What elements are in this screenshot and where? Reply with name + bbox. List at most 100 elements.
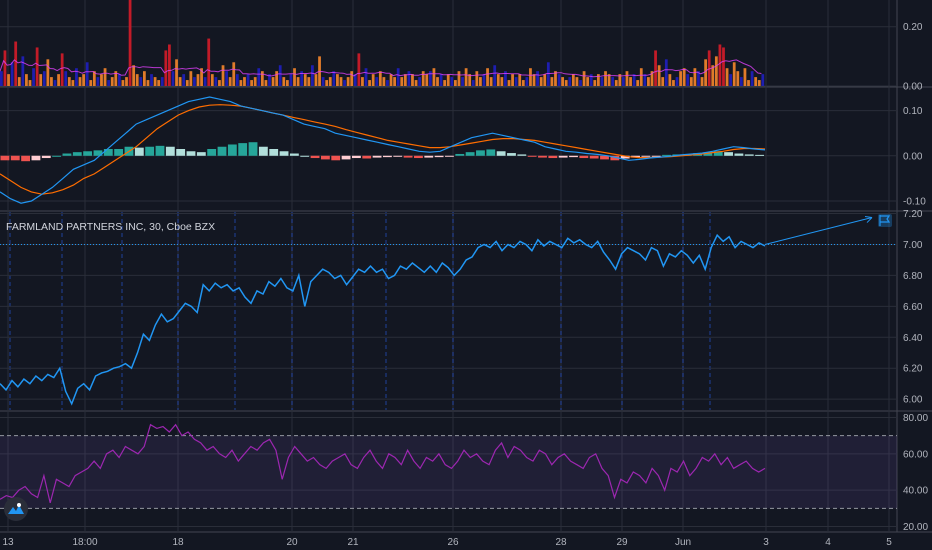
macd-y-tick-label: -0.10 <box>903 196 926 207</box>
volume-y-tick-label: 0.20 <box>903 22 923 33</box>
volume-bar <box>525 77 529 86</box>
volume-bar <box>607 74 611 86</box>
macd-histogram-bar <box>165 146 175 156</box>
projection-arrow[interactable] <box>764 217 873 245</box>
volume-bar <box>668 74 672 86</box>
volume-panel[interactable] <box>0 0 765 86</box>
price-line[interactable] <box>0 233 766 406</box>
volume-bar <box>53 80 57 86</box>
rsi-y-tick-label: 20.00 <box>903 522 928 533</box>
price-y-tick-label: 6.80 <box>903 271 923 282</box>
volume-bar <box>300 71 304 86</box>
volume-bar <box>618 74 622 86</box>
volume-bar <box>647 77 650 86</box>
volume-bar <box>625 71 629 86</box>
volume-bar <box>289 74 293 86</box>
volume-bar <box>3 50 7 86</box>
volume-bar <box>117 74 121 86</box>
volume-bar <box>389 74 393 86</box>
volume-bar <box>321 77 325 86</box>
time-tick-label: 4 <box>825 537 831 548</box>
macd-histogram-bar <box>10 155 20 161</box>
time-tick-label: 29 <box>616 537 628 548</box>
volume-bar <box>139 77 143 86</box>
volume-bar <box>103 68 107 86</box>
flag-icon[interactable] <box>878 214 892 227</box>
volume-bar <box>128 0 132 86</box>
volume-bar <box>632 74 636 86</box>
volume-bar <box>461 77 464 86</box>
volume-bar <box>468 74 472 86</box>
volume-bar <box>407 71 411 86</box>
volume-bar <box>453 80 457 86</box>
macd-histogram-bar <box>217 146 227 156</box>
volume-bar <box>654 50 657 86</box>
macd-histogram-bar <box>589 155 599 159</box>
macd-histogram-bar <box>279 151 289 156</box>
volume-bar <box>718 44 722 86</box>
macd-histogram-bar <box>227 144 237 156</box>
volume-bar <box>750 71 754 86</box>
volume-bar <box>564 80 568 86</box>
macd-histogram-bar <box>21 155 31 162</box>
time-axis[interactable]: 13 18:00 18 20 21 26 28 29 Jun 3 4 5 <box>2 537 892 548</box>
volume-bar <box>732 62 736 86</box>
volume-bar <box>500 77 504 86</box>
volume-bar <box>353 74 357 86</box>
macd-histogram-bar <box>558 155 568 158</box>
macd-histogram-bar <box>341 155 351 160</box>
volume-bar <box>611 77 615 86</box>
macd-y-tick-label: 0.10 <box>903 106 923 117</box>
macd-histogram-bar <box>383 155 392 158</box>
volume-bar <box>125 77 128 86</box>
price-y-tick-label: 6.00 <box>903 395 923 406</box>
macd-histogram-bar <box>207 149 217 156</box>
volume-bar <box>436 77 439 86</box>
volume-bar <box>142 71 146 86</box>
macd-histogram-bar <box>289 153 299 156</box>
volume-bar <box>754 77 758 86</box>
volume-bar <box>232 62 236 86</box>
volume-bar <box>521 80 525 86</box>
volume-bar <box>614 80 618 86</box>
tradingview-logo-icon[interactable] <box>4 497 28 521</box>
macd-histogram-bar <box>755 154 764 156</box>
volume-bar <box>271 77 275 86</box>
volume-bar <box>682 68 686 86</box>
volume-bar <box>85 62 89 86</box>
volume-bar <box>518 74 522 86</box>
rsi-y-tick-label: 60.00 <box>903 449 928 460</box>
volume-bar <box>346 77 350 86</box>
macd-histogram-bar <box>93 150 103 156</box>
macd-histogram-bar <box>434 155 444 158</box>
price-panel[interactable] <box>0 216 897 406</box>
macd-histogram-bar <box>72 152 82 156</box>
macd-histogram-bar <box>724 152 733 156</box>
volume-bar <box>303 74 307 86</box>
volume-bar <box>704 59 708 86</box>
volume-bar <box>221 65 225 86</box>
rsi-panel[interactable] <box>0 423 897 509</box>
macd-histogram-bar <box>393 155 403 157</box>
time-tick-label: 5 <box>886 537 892 548</box>
volume-bar <box>200 68 203 86</box>
volume-bar <box>411 74 414 86</box>
volume-bar <box>496 74 500 86</box>
volume-bar <box>75 68 78 86</box>
macd-histogram-bar <box>538 155 547 158</box>
time-tick-label: 3 <box>763 537 769 548</box>
price-y-tick-label: 6.40 <box>903 333 923 344</box>
macd-histogram-bar <box>103 149 113 156</box>
macd-panel[interactable] <box>0 96 766 204</box>
time-tick-label: 13 <box>2 537 14 548</box>
volume-bar <box>92 71 96 86</box>
volume-bar <box>7 74 10 86</box>
macd-histogram-bar <box>569 155 578 158</box>
volume-bar <box>479 77 482 86</box>
volume-bar <box>368 80 371 86</box>
rsi-band-fill <box>0 435 897 509</box>
volume-bar <box>714 56 718 86</box>
volume-bar <box>596 74 600 86</box>
rsi-line[interactable] <box>0 423 766 504</box>
